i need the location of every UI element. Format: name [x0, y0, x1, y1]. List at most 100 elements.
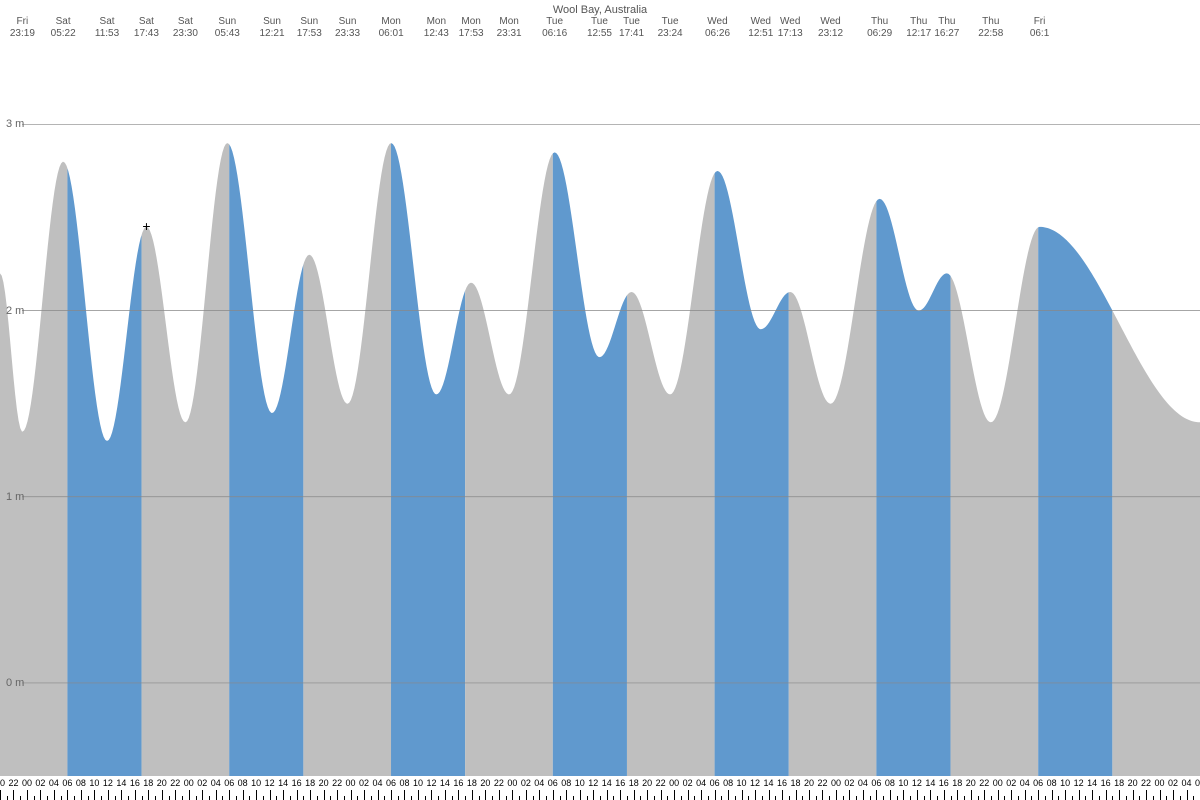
- x-tick-minor: [61, 796, 62, 800]
- x-tick-minor: [708, 796, 709, 800]
- x-tick-label: 08: [885, 778, 895, 788]
- x-tick-label: 16: [1101, 778, 1111, 788]
- x-tick-label: 22: [817, 778, 827, 788]
- x-tick-label: 12: [912, 778, 922, 788]
- x-tick-major: [485, 790, 486, 800]
- x-tick-major: [984, 790, 985, 800]
- x-tick-major: [27, 790, 28, 800]
- x-tick-major: [364, 790, 365, 800]
- x-tick-major: [1092, 790, 1093, 800]
- x-tick-major: [688, 790, 689, 800]
- x-tick-major: [148, 790, 149, 800]
- x-tick-major: [957, 790, 958, 800]
- x-tick-label: 02: [844, 778, 854, 788]
- x-tick-minor: [128, 796, 129, 800]
- x-tick-minor: [1153, 796, 1154, 800]
- x-tick-minor: [425, 796, 426, 800]
- x-tick-minor: [937, 796, 938, 800]
- x-tick-major: [620, 790, 621, 800]
- x-tick-major: [903, 790, 904, 800]
- x-tick-major: [809, 790, 810, 800]
- x-tick-major: [94, 790, 95, 800]
- x-tick-major: [769, 790, 770, 800]
- x-tick-minor: [1004, 796, 1005, 800]
- x-tick-minor: [910, 796, 911, 800]
- x-tick-major: [1187, 790, 1188, 800]
- x-tick-major: [755, 790, 756, 800]
- x-tick-minor: [978, 796, 979, 800]
- x-tick-label: 20: [642, 778, 652, 788]
- x-tick-major: [512, 790, 513, 800]
- x-tick-minor: [330, 796, 331, 800]
- x-tick-minor: [600, 796, 601, 800]
- x-tick-label: 04: [534, 778, 544, 788]
- x-tick-label: 16: [130, 778, 140, 788]
- x-tick-label: 22: [170, 778, 180, 788]
- x-tick-label: 22: [656, 778, 666, 788]
- x-tick-minor: [169, 796, 170, 800]
- x-tick-minor: [7, 796, 8, 800]
- x-tick-label: 16: [292, 778, 302, 788]
- x-tick-label: 14: [925, 778, 935, 788]
- x-tick-minor: [506, 796, 507, 800]
- x-tick-label: 06: [386, 778, 396, 788]
- x-tick-label: 04: [1020, 778, 1030, 788]
- x-tick-major: [1160, 790, 1161, 800]
- x-tick-label: 18: [143, 778, 153, 788]
- x-tick-major: [890, 790, 891, 800]
- x-tick-major: [634, 790, 635, 800]
- x-tick-minor: [1180, 796, 1181, 800]
- x-tick-minor: [843, 796, 844, 800]
- x-tick-major: [391, 790, 392, 800]
- x-tick-minor: [816, 796, 817, 800]
- x-tick-label: 10: [898, 778, 908, 788]
- x-tick-label: 10: [89, 778, 99, 788]
- x-tick-major: [661, 790, 662, 800]
- x-tick-major: [715, 790, 716, 800]
- x-tick-major: [998, 790, 999, 800]
- x-tick-minor: [20, 796, 21, 800]
- x-tick-label: 16: [453, 778, 463, 788]
- x-tick-minor: [249, 796, 250, 800]
- marker-cross: +: [142, 218, 150, 234]
- x-tick-minor: [667, 796, 668, 800]
- x-tick-major: [216, 790, 217, 800]
- x-tick-label: 22: [494, 778, 504, 788]
- x-tick-minor: [236, 796, 237, 800]
- x-tick-label: 14: [278, 778, 288, 788]
- x-tick-major: [256, 790, 257, 800]
- x-tick-minor: [88, 796, 89, 800]
- x-tick-minor: [452, 796, 453, 800]
- x-tick-minor: [276, 796, 277, 800]
- x-tick-label: 18: [467, 778, 477, 788]
- x-tick-minor: [317, 796, 318, 800]
- x-tick-label: 02: [359, 778, 369, 788]
- x-tick-major: [324, 790, 325, 800]
- x-tick-label: 06: [1195, 778, 1200, 788]
- x-tick-major: [1065, 790, 1066, 800]
- x-tick-label: 08: [1047, 778, 1057, 788]
- x-tick-label: 14: [116, 778, 126, 788]
- x-tick-label: 10: [251, 778, 261, 788]
- x-tick-major: [229, 790, 230, 800]
- x-tick-label: 00: [1155, 778, 1165, 788]
- x-tick-minor: [344, 796, 345, 800]
- x-tick-minor: [735, 796, 736, 800]
- x-tick-major: [701, 790, 702, 800]
- x-tick-major: [337, 790, 338, 800]
- x-tick-major: [458, 790, 459, 800]
- x-tick-minor: [115, 796, 116, 800]
- y-axis-label: 2 m: [6, 305, 24, 317]
- x-tick-minor: [398, 796, 399, 800]
- x-tick-minor: [681, 796, 682, 800]
- x-tick-major: [526, 790, 527, 800]
- x-tick-minor: [829, 796, 830, 800]
- x-tick-minor: [748, 796, 749, 800]
- x-tick-label: 20: [0, 778, 5, 788]
- x-tick-label: 04: [49, 778, 59, 788]
- x-tick-label: 12: [265, 778, 275, 788]
- x-tick-major: [849, 790, 850, 800]
- x-tick-major: [121, 790, 122, 800]
- x-tick-major: [607, 790, 608, 800]
- x-tick-minor: [1072, 796, 1073, 800]
